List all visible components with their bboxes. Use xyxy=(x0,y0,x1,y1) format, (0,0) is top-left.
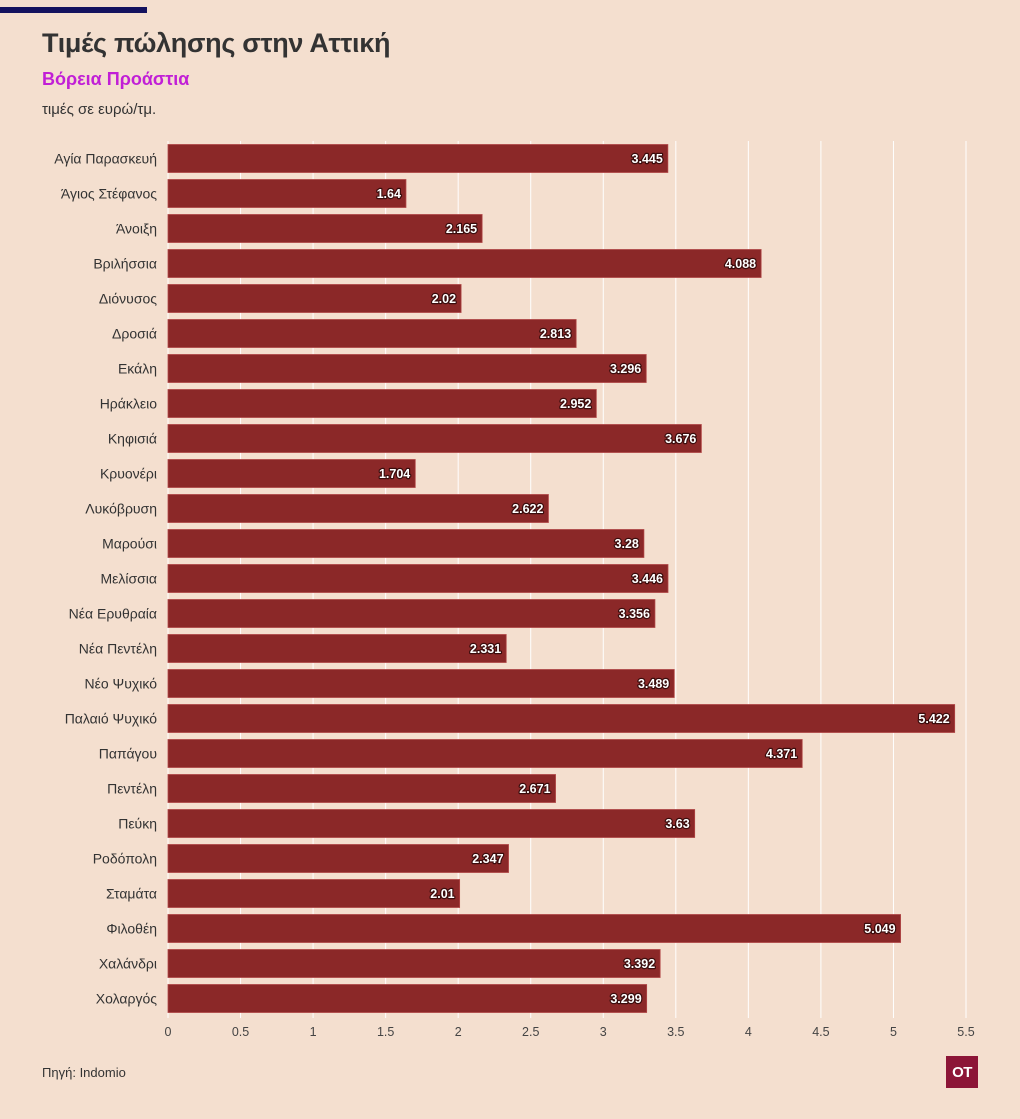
bar xyxy=(167,389,597,418)
data-label: 2.952 xyxy=(560,397,591,411)
data-label: 4.088 xyxy=(725,257,756,271)
data-label: 3.445 xyxy=(632,152,663,166)
category-label: Δροσιά xyxy=(112,326,157,342)
bar xyxy=(167,599,656,628)
bar xyxy=(167,354,647,383)
bar xyxy=(167,179,407,208)
x-tick-label: 5.5 xyxy=(957,1025,974,1039)
category-label: Νέα Πεντέλη xyxy=(79,641,157,657)
bar xyxy=(167,984,648,1013)
x-tick-label: 0 xyxy=(165,1025,172,1039)
bar xyxy=(167,879,461,908)
data-label: 5.422 xyxy=(918,712,949,726)
unit-note: τιμές σε ευρώ/τμ. xyxy=(42,101,157,118)
category-label: Αγία Παρασκευή xyxy=(54,151,157,167)
bar xyxy=(167,144,669,173)
data-label: 3.356 xyxy=(619,607,650,621)
x-tick-label: 5 xyxy=(890,1025,897,1039)
category-label: Ηράκλειο xyxy=(100,396,158,412)
category-label: Άνοιξη xyxy=(116,221,157,237)
data-label: 3.676 xyxy=(665,432,696,446)
bar xyxy=(167,529,645,558)
x-tick-label: 1.5 xyxy=(377,1025,394,1039)
category-label: Σταμάτα xyxy=(106,886,157,902)
category-label: Βριλήσσια xyxy=(93,256,157,272)
bar xyxy=(167,284,462,313)
data-label: 2.331 xyxy=(470,642,501,656)
data-label: 2.671 xyxy=(519,782,550,796)
data-label: 2.01 xyxy=(430,887,454,901)
bar xyxy=(167,739,803,768)
source-note: Πηγή: Indomio xyxy=(42,1065,126,1080)
category-label: Νέο Ψυχικό xyxy=(85,676,158,692)
x-axis-ticks: 0 0.5 1 1.5 2 2.5 3 3.5 4 4.5 5 5.5 xyxy=(165,1025,975,1039)
data-label: 2.622 xyxy=(512,502,543,516)
bar xyxy=(167,704,956,733)
category-label: Άγιος Στέφανος xyxy=(61,186,157,202)
data-label: 5.049 xyxy=(864,922,895,936)
bar xyxy=(167,774,556,803)
data-label: 1.704 xyxy=(379,467,410,481)
category-label: Παπάγου xyxy=(99,746,157,762)
data-label: 1.64 xyxy=(377,187,401,201)
publisher-logo: OT xyxy=(946,1056,978,1088)
x-tick-label: 2.5 xyxy=(522,1025,539,1039)
x-tick-label: 0.5 xyxy=(232,1025,249,1039)
category-label: Μελίσσια xyxy=(101,571,158,587)
bar xyxy=(167,249,762,278)
category-label: Κηφισιά xyxy=(108,431,157,447)
bar xyxy=(167,564,669,593)
category-label: Παλαιό Ψυχικό xyxy=(65,711,158,727)
data-label: 3.28 xyxy=(615,537,639,551)
category-label: Κρυονέρι xyxy=(100,466,157,482)
bar xyxy=(167,914,901,943)
x-tick-label: 4 xyxy=(745,1025,752,1039)
data-label: 2.02 xyxy=(432,292,456,306)
bar xyxy=(167,634,507,663)
category-label: Πεντέλη xyxy=(107,781,157,797)
data-label: 3.299 xyxy=(610,992,641,1006)
category-label: Χαλάνδρι xyxy=(99,956,157,972)
category-label: Εκάλη xyxy=(118,361,157,377)
category-label: Μαρούσι xyxy=(102,536,157,552)
category-labels: Αγία Παρασκευή Άγιος Στέφανος Άνοιξη Βριλήσ… xyxy=(54,151,157,1007)
data-label: 3.392 xyxy=(624,957,655,971)
data-label: 2.813 xyxy=(540,327,571,341)
accent-bar xyxy=(0,7,147,13)
bar xyxy=(167,669,675,698)
bar xyxy=(167,494,549,523)
category-label: Ροδόπολη xyxy=(93,851,157,867)
category-label: Φιλοθέη xyxy=(106,921,157,937)
bar xyxy=(167,319,577,348)
data-label: 2.347 xyxy=(472,852,503,866)
bar xyxy=(167,844,509,873)
data-label: 3.489 xyxy=(638,677,669,691)
data-label: 3.446 xyxy=(632,572,663,586)
category-label: Λυκόβρυση xyxy=(85,501,157,517)
data-label: 3.296 xyxy=(610,362,641,376)
bar-chart: Αγία Παρασκευή Άγιος Στέφανος Άνοιξη Βριλήσ… xyxy=(54,141,975,1039)
category-label: Διόνυσος xyxy=(99,291,157,307)
chart-subtitle: Βόρεια Προάστια xyxy=(42,69,190,89)
x-tick-label: 2 xyxy=(455,1025,462,1039)
data-label: 4.371 xyxy=(766,747,797,761)
bar xyxy=(167,809,696,838)
category-label: Πεύκη xyxy=(118,816,157,832)
bar xyxy=(167,459,416,488)
x-tick-label: 4.5 xyxy=(812,1025,829,1039)
bar xyxy=(167,949,661,978)
x-tick-label: 3.5 xyxy=(667,1025,684,1039)
bar-layer xyxy=(167,144,956,1013)
category-label: Χολαργός xyxy=(96,991,157,1007)
x-tick-label: 3 xyxy=(600,1025,607,1039)
category-label: Νέα Ερυθραία xyxy=(69,606,157,622)
data-label: 2.165 xyxy=(446,222,477,236)
x-tick-label: 1 xyxy=(310,1025,317,1039)
data-label: 3.63 xyxy=(665,817,689,831)
data-labels: 3.445 1.64 2.165 4.088 2.02 2.813 3.296 2.952 3.… xyxy=(375,151,951,1007)
chart-title: Τιμές πώλησης στην Αττική xyxy=(42,28,391,58)
bar xyxy=(167,214,483,243)
bar xyxy=(167,424,702,453)
